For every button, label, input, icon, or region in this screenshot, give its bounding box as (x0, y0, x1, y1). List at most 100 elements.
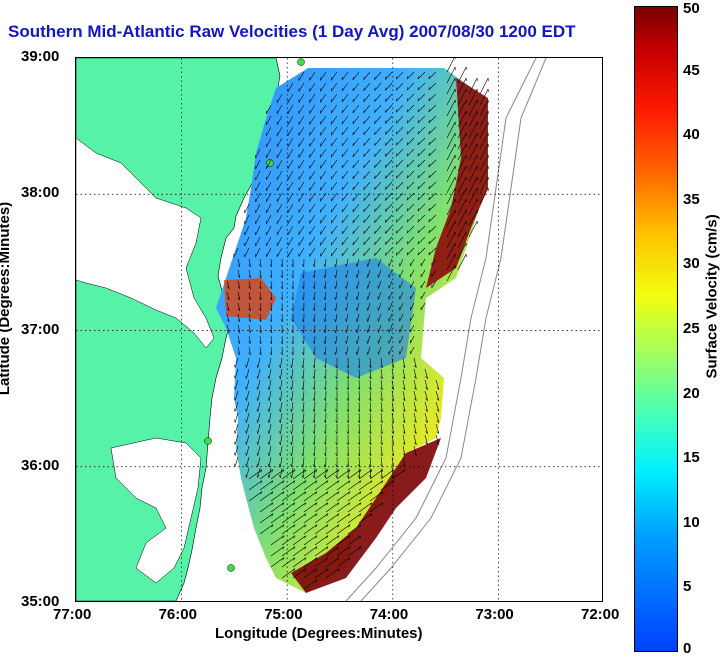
radar-station-marker (227, 564, 235, 572)
velocity-arrow (417, 203, 426, 212)
velocity-arrow (424, 412, 428, 423)
velocity-arrow (388, 324, 393, 333)
velocity-arrow-head (366, 318, 368, 322)
velocity-arrow-head (359, 491, 362, 495)
velocity-arrow (259, 335, 262, 344)
velocity-arrow (468, 143, 478, 161)
velocity-arrow (314, 335, 316, 345)
velocity-arrow-head (226, 286, 230, 289)
velocity-arrow (281, 557, 296, 568)
velocity-arrow-head (346, 376, 349, 380)
velocity-arrow (325, 557, 340, 568)
velocity-arrow-head (381, 491, 384, 495)
velocity-arrow (363, 170, 371, 179)
velocity-arrow-head (425, 442, 428, 445)
velocity-arrow (388, 258, 393, 267)
velocity-arrow (268, 379, 272, 390)
velocity-arrow (413, 357, 417, 368)
velocity-arrow (369, 368, 372, 379)
velocity-arrow-head (366, 285, 368, 289)
velocity-arrow (417, 214, 426, 223)
velocity-arrow (374, 159, 382, 168)
velocity-arrow (388, 313, 393, 322)
velocity-arrow (291, 379, 294, 390)
velocity-arrow-head (385, 175, 387, 179)
velocity-arrow-head (381, 480, 384, 484)
velocity-arrow (395, 137, 404, 146)
velocity-arrow (468, 132, 478, 150)
velocity-arrow (479, 143, 489, 161)
velocity-arrow (435, 412, 440, 423)
velocity-arrow (248, 335, 251, 344)
velocity-arrow-head (267, 452, 270, 456)
velocity-arrow (324, 291, 327, 300)
velocity-arrow (298, 159, 305, 169)
velocity-arrow (446, 187, 456, 205)
low-velocity-core (291, 258, 416, 378)
velocity-arrow (325, 480, 340, 491)
velocity-arrow (341, 170, 349, 180)
shelf-contour (345, 58, 537, 601)
velocity-arrow-head (414, 376, 417, 379)
velocity-arrow-head (291, 352, 294, 356)
colorbar-tick-label: 45 (683, 61, 700, 79)
velocity-arrow-head (304, 546, 307, 550)
velocity-arrow (399, 291, 404, 300)
velocity-arrow-head (334, 340, 336, 344)
velocity-arrow-head (323, 319, 326, 323)
velocity-arrow (446, 209, 456, 227)
velocity-arrow-head (334, 307, 336, 311)
velocity-arrow-head (391, 475, 394, 479)
velocity-arrow-head (385, 186, 387, 190)
velocity-arrow-head (315, 502, 318, 506)
velocity-arrow-head (345, 263, 347, 267)
velocity-arrow (303, 513, 318, 524)
velocity-arrow (385, 71, 393, 80)
velocity-arrow-head (417, 87, 420, 91)
velocity-arrow (428, 159, 437, 168)
sound-water (110, 437, 202, 584)
velocity-arrow-head (357, 420, 360, 424)
velocity-arrow (446, 77, 456, 95)
velocity-arrow (244, 214, 250, 225)
velocity-arrow (410, 346, 415, 355)
velocity-arrow-head (312, 398, 315, 402)
velocity-arrow (374, 170, 382, 179)
velocity-arrow-head (260, 480, 263, 484)
velocity-arrow (341, 148, 349, 158)
velocity-arrow (325, 535, 340, 546)
velocity-arrow-head (326, 491, 329, 495)
velocity-arrow-head (271, 480, 274, 484)
velocity-arrow (388, 269, 393, 278)
velocity-arrow (320, 71, 327, 81)
velocity-arrow-head (402, 398, 406, 401)
velocity-arrow (346, 280, 349, 289)
velocity-arrow (363, 159, 371, 168)
velocity-arrow (292, 502, 307, 513)
velocity-arrow (291, 357, 294, 368)
velocity-arrow (346, 335, 349, 344)
velocity-arrow (446, 165, 456, 183)
velocity-arrow (276, 203, 283, 213)
velocity-arrow (246, 467, 250, 478)
velocity-arrow (291, 390, 294, 401)
velocity-arrow (352, 170, 360, 180)
velocity-arrow (356, 269, 360, 278)
velocity-arrow-head (385, 241, 387, 245)
velocity-arrow (406, 137, 415, 146)
velocity-arrow (276, 126, 283, 136)
velocity-arrow (457, 132, 467, 150)
velocity-arrow-head (312, 275, 315, 279)
velocity-arrow (291, 456, 294, 467)
velocity-arrow (257, 357, 261, 368)
velocity-arrow-head (269, 275, 273, 279)
velocity-arrow (406, 126, 415, 135)
velocity-arrow (291, 467, 294, 478)
velocity-arrow (257, 390, 261, 401)
velocity-arrow (298, 203, 305, 213)
velocity-arrow-head (271, 491, 274, 495)
velocity-arrow (380, 469, 395, 480)
velocity-arrow-head (395, 241, 398, 245)
velocity-arrow (358, 445, 360, 456)
velocity-arrow-head (267, 386, 270, 390)
